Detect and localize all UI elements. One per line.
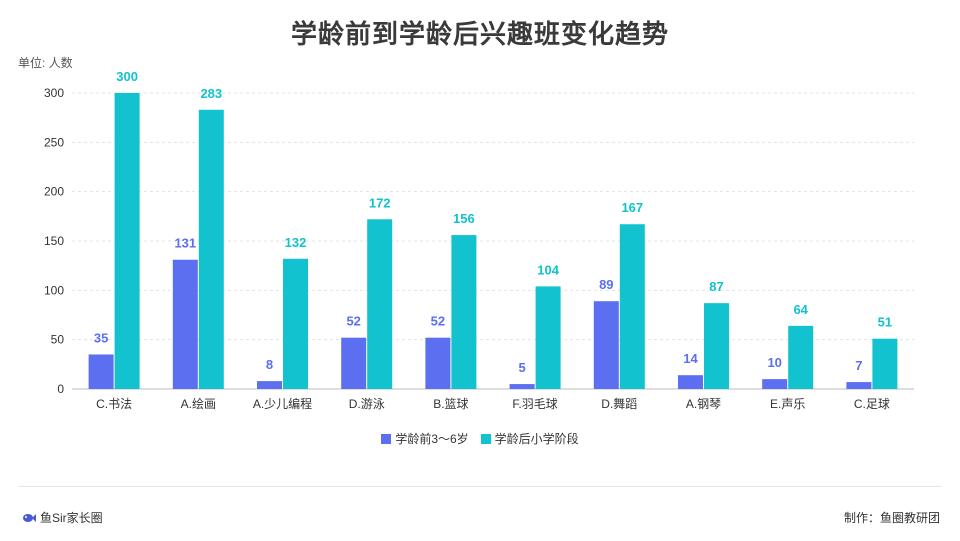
data-label: 64 (793, 302, 808, 317)
bar (704, 303, 729, 389)
data-label: 52 (431, 314, 445, 329)
bar (509, 384, 535, 389)
data-label: 8 (266, 357, 273, 372)
data-label: 10 (767, 355, 781, 370)
legend-item: 学龄后小学阶段 (480, 430, 579, 447)
data-label: 172 (369, 195, 391, 210)
legend-swatch (381, 434, 392, 444)
data-label: 283 (200, 86, 222, 101)
bar (367, 219, 393, 389)
bar (451, 235, 477, 389)
y-tick-label: 150 (44, 234, 64, 248)
bar (198, 109, 224, 390)
bar (172, 259, 198, 389)
x-tick-label: B.篮球 (433, 396, 468, 411)
brand-name: 鱼Sir家长圈 (40, 511, 103, 525)
bar (341, 337, 367, 389)
bar (619, 224, 645, 389)
data-label: 5 (518, 360, 525, 375)
footer-divider (18, 486, 942, 487)
unit-label: 单位: 人数 (18, 56, 73, 70)
x-tick-label: D.舞蹈 (601, 397, 637, 411)
bar (762, 379, 788, 389)
legend-label: 学龄前3～6岁 (395, 432, 469, 446)
data-label: 52 (346, 314, 360, 329)
chart-title: 学龄前到学龄后兴趣班变化趋势 (290, 19, 669, 49)
bar-chart: 0 50 100 150 200 250 300 35 300 C.书法 131 283 A.绘画 8 13… (44, 69, 914, 411)
y-tick-label: 100 (44, 283, 64, 297)
data-label: 7 (855, 358, 862, 373)
data-label: 89 (599, 277, 613, 292)
bar (88, 354, 114, 389)
bar (535, 286, 561, 389)
x-tick-label: A.少儿编程 (253, 396, 312, 411)
data-label: 35 (94, 330, 108, 345)
bar (283, 258, 308, 389)
bar (114, 93, 140, 389)
data-label: 131 (174, 236, 196, 251)
data-label: 156 (453, 211, 475, 226)
brand: 鱼Sir家长圈 (22, 509, 103, 526)
x-tick-label: E.声乐 (770, 397, 805, 411)
bar (678, 375, 703, 389)
data-label: 87 (709, 279, 723, 294)
bar (872, 338, 898, 389)
y-tick-label: 300 (44, 86, 64, 100)
y-tick-label: 0 (57, 382, 64, 396)
legend-swatch (480, 434, 491, 444)
data-label: 167 (621, 200, 643, 215)
data-label: 51 (878, 315, 892, 330)
x-tick-label: C.书法 (96, 397, 132, 411)
x-tick-label: F.羽毛球 (512, 397, 557, 411)
data-label: 300 (116, 69, 138, 84)
y-tick-label: 200 (44, 185, 64, 199)
fish-logo-icon (23, 513, 36, 522)
credit-text: 制作：鱼圈教研团 (843, 511, 940, 525)
bar (425, 337, 451, 389)
legend-label: 学龄后小学阶段 (494, 432, 579, 446)
bar (846, 382, 872, 389)
data-label: 104 (537, 262, 559, 277)
x-tick-label: A.钢琴 (686, 397, 721, 411)
legend-item: 学龄前3～6岁 (381, 430, 469, 447)
y-tick-label: 50 (51, 333, 65, 347)
legend: 学龄前3～6岁 学龄后小学阶段 (0, 430, 960, 447)
data-label: 14 (683, 351, 698, 366)
x-tick-label: A.绘画 (181, 396, 216, 411)
y-tick-label: 250 (44, 135, 64, 149)
x-tick-label: C.足球 (854, 397, 890, 411)
bar (257, 381, 282, 389)
bar (593, 301, 619, 389)
data-label: 132 (285, 235, 307, 250)
bar (788, 325, 814, 389)
x-tick-label: D.游泳 (349, 397, 385, 411)
